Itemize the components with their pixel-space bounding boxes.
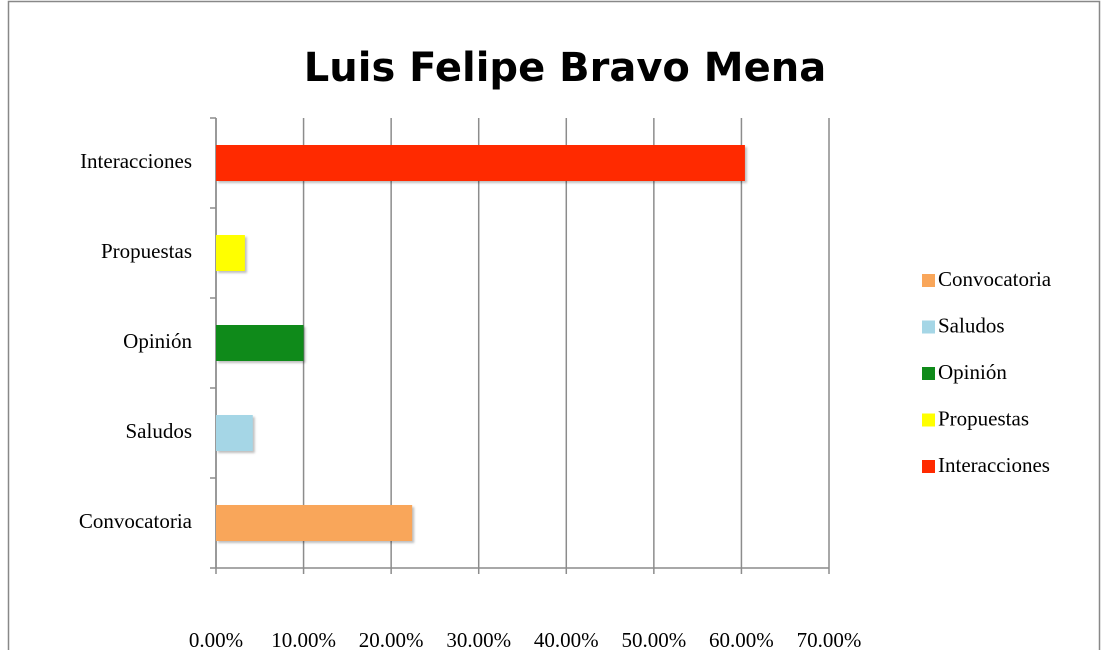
x-tick-label: 20.00% [359, 628, 424, 650]
chart-title: Luis Felipe Bravo Mena [304, 45, 826, 91]
bar [216, 325, 304, 361]
x-tick-label: 0.00% [189, 628, 243, 650]
x-tick-label: 30.00% [446, 628, 511, 650]
legend-label: Convocatoria [938, 267, 1052, 291]
legend-label: Saludos [938, 313, 1005, 337]
legend-label: Interacciones [938, 453, 1050, 477]
legend-label: Propuestas [938, 406, 1029, 430]
bar [216, 145, 745, 181]
x-tick-label: 70.00% [797, 628, 862, 650]
legend-swatch [922, 274, 935, 287]
x-tick-label: 40.00% [534, 628, 599, 650]
legend-swatch [922, 460, 935, 473]
legend-swatch [922, 367, 935, 380]
legend-swatch [922, 320, 935, 334]
bar [216, 235, 245, 271]
x-tick-label: 50.00% [621, 628, 686, 650]
bar [216, 505, 413, 541]
bar [216, 415, 253, 451]
legend-swatch [922, 413, 935, 427]
y-tick-label: Convocatoria [79, 509, 193, 533]
x-tick-label: 10.00% [271, 628, 336, 650]
y-tick-label: Propuestas [101, 239, 192, 263]
y-tick-label: Opinión [123, 329, 192, 353]
y-tick-label: Saludos [125, 419, 192, 443]
x-tick-label: 60.00% [709, 628, 774, 650]
chart-frame [7, 0, 1101, 650]
y-tick-label: Interacciones [80, 149, 192, 173]
legend-label: Opinión [938, 360, 1007, 384]
